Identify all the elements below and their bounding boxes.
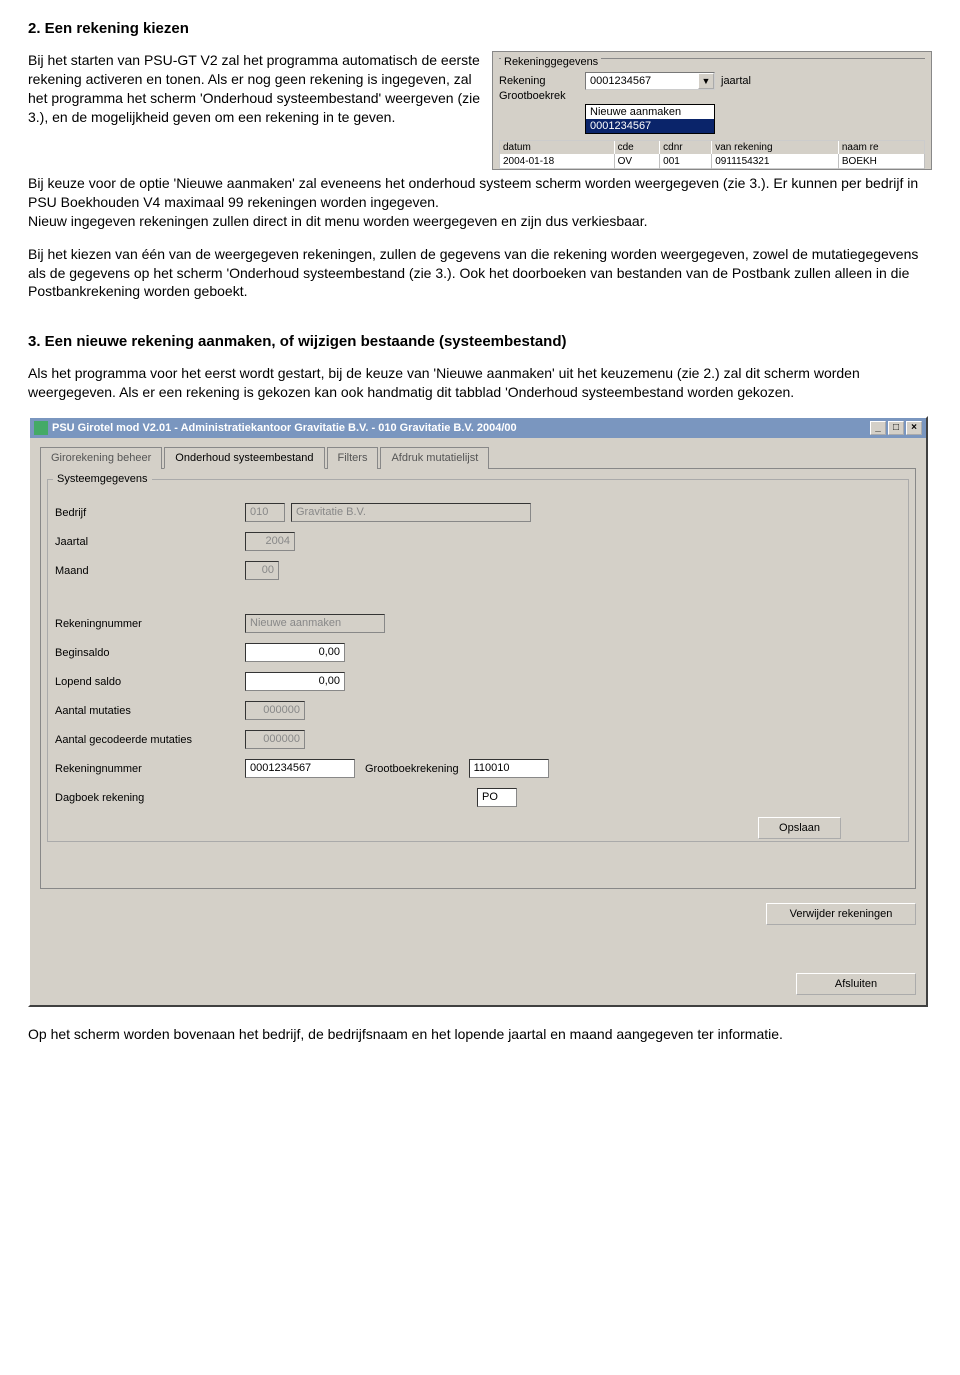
th-naam: naam re [838, 141, 924, 155]
app-icon [34, 421, 48, 435]
verwijder-button[interactable]: Verwijder rekeningen [766, 903, 916, 925]
rekening-combo[interactable]: 0001234567 ▼ [585, 72, 715, 90]
th-vanrek: van rekening [712, 141, 839, 155]
th-cde: cde [614, 141, 660, 155]
th-datum: datum [500, 141, 615, 155]
tab-onderhoud[interactable]: Onderhoud systeembestand [164, 447, 324, 469]
window-title: PSU Girotel mod V2.01 - Administratiekan… [52, 422, 517, 434]
label-grootboek: Grootboekrek [499, 90, 579, 102]
tab-girorekening[interactable]: Girorekening beheer [40, 447, 162, 469]
section2-para1c: Nieuw ingegeven rekeningen zullen direct… [28, 213, 648, 229]
section2-para1: Bij het starten van PSU-GT V2 zal het pr… [28, 51, 482, 127]
combo-item-new[interactable]: Nieuwe aanmaken [586, 105, 714, 119]
onderhoud-window: PSU Girotel mod V2.01 - Administratiekan… [28, 416, 928, 1007]
tab-panel-onderhoud: Systeemgegevens Bedrijf 010 Gravitatie B… [40, 469, 916, 889]
window-titlebar: PSU Girotel mod V2.01 - Administratiekan… [30, 418, 926, 438]
label-jaartal: jaartal [721, 75, 751, 87]
section2-para1b: Bij keuze voor de optie 'Nieuwe aanmaken… [28, 175, 918, 210]
tab-filters[interactable]: Filters [327, 447, 379, 469]
section3-heading: 3. Een nieuwe rekening aanmaken, of wijz… [28, 333, 932, 350]
chevron-down-icon[interactable]: ▼ [698, 73, 714, 89]
maximize-icon[interactable]: □ [888, 421, 904, 435]
tabbar: Girorekening beheer Onderhoud systeembes… [40, 446, 916, 469]
footer-text: Op het scherm worden bovenaan het bedrij… [28, 1025, 932, 1044]
close-icon[interactable]: × [906, 421, 922, 435]
minimize-icon[interactable]: _ [870, 421, 886, 435]
table-row[interactable]: 2004-01-18 OV 001 0911154321 BOEKH [500, 155, 925, 169]
section2-para2: Bij het kiezen van één van de weergegeve… [28, 245, 932, 302]
afsluiten-button[interactable]: Afsluiten [796, 973, 916, 995]
section2-heading: 2. Een rekening kiezen [28, 20, 932, 37]
tab-afdruk[interactable]: Afdruk mutatielijst [380, 447, 489, 469]
combo-list[interactable]: Nieuwe aanmaken 0001234567 [585, 104, 715, 134]
group-title: Rekeninggegevens [501, 56, 601, 68]
rekening-dropdown-ui: Rekeninggegevens Rekening 0001234567 ▼ j… [492, 51, 932, 170]
th-cdnr: cdnr [660, 141, 712, 155]
fieldset-title: Systeemgegevens [53, 473, 152, 485]
section3-para1: Als het programma voor het eerst wordt g… [28, 364, 932, 402]
combo-value: 0001234567 [590, 75, 651, 87]
label-rekening: Rekening [499, 75, 579, 87]
mutation-preview-table: datum cde cdnr van rekening naam re 2004… [499, 140, 925, 169]
combo-item-selected[interactable]: 0001234567 [586, 119, 714, 133]
